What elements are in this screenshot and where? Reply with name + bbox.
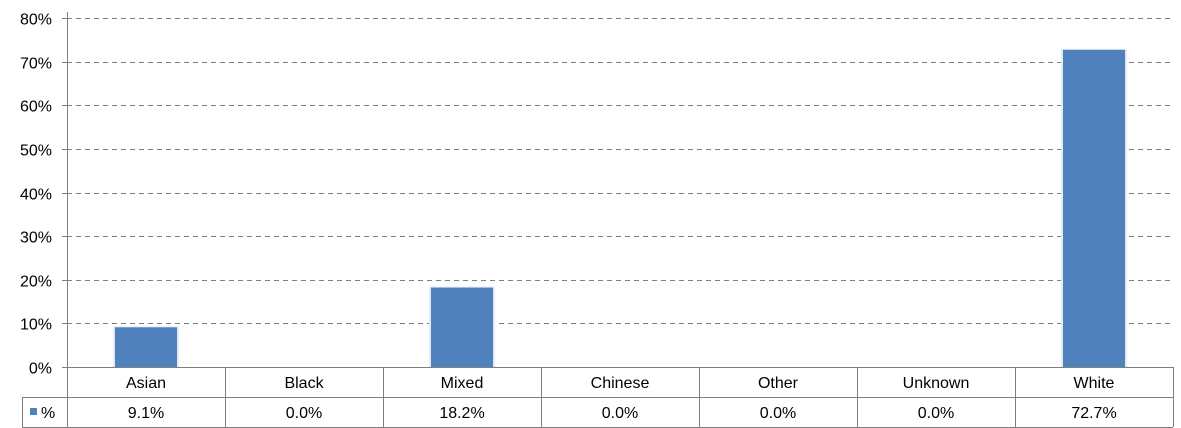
data-table: Asian 9.1% Black 0.0% Mixed 18.2% Chinese 0.0% O…	[22, 367, 1174, 428]
category-label: White	[1074, 375, 1115, 392]
bars	[113, 48, 1127, 367]
y-tick-label: 40%	[20, 187, 52, 204]
category-label: Unknown	[903, 375, 970, 392]
y-tick-label: 60%	[20, 99, 52, 116]
legend-swatch	[30, 408, 37, 415]
bar-white	[1063, 49, 1125, 367]
y-tick-label: 0%	[29, 361, 52, 378]
value-label: 18.2%	[439, 405, 484, 422]
gridlines	[67, 18, 1173, 324]
category-label: Chinese	[591, 375, 650, 392]
y-tick-label: 70%	[20, 56, 52, 73]
y-axis: 0% 10% 20% 30% 40% 50% 60% 70% 80%	[20, 12, 68, 427]
bar-mixed	[431, 287, 493, 367]
value-label: 0.0%	[286, 405, 322, 422]
value-label: 0.0%	[918, 405, 954, 422]
category-label: Black	[284, 375, 324, 392]
bar-asian	[115, 327, 177, 367]
y-tick-label: 80%	[20, 12, 52, 29]
value-label: 72.7%	[1071, 405, 1116, 422]
category-label: Asian	[126, 375, 166, 392]
y-tick-label: 30%	[20, 230, 52, 247]
value-label: 0.0%	[760, 405, 796, 422]
value-label: 9.1%	[128, 405, 164, 422]
y-tick-label: 10%	[20, 317, 52, 334]
y-tick-label: 50%	[20, 143, 52, 160]
y-tick-label: 20%	[20, 274, 52, 291]
value-label: 0.0%	[602, 405, 638, 422]
category-label: Mixed	[441, 375, 484, 392]
legend-label: %	[41, 405, 55, 422]
category-label: Other	[758, 375, 799, 392]
